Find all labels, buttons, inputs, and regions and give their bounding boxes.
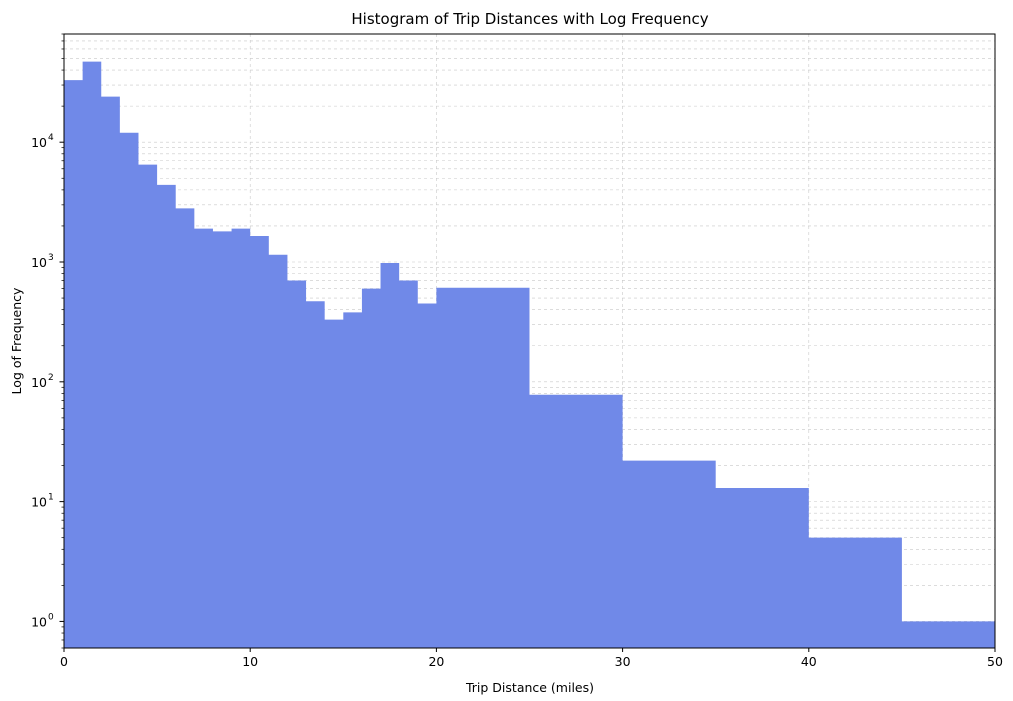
histogram-bar [381,263,400,648]
histogram-bar [176,208,195,648]
histogram-bar [157,185,176,648]
histogram-bar [530,395,623,648]
histogram-bar [250,236,269,648]
histogram-bar [623,461,716,648]
x-tick-label: 30 [615,654,631,669]
histogram-bar [287,281,306,648]
y-tick-exponent: 3 [48,253,54,263]
histogram-bar [101,97,120,648]
histogram-bar [902,621,995,648]
histogram-bar [120,133,139,648]
y-tick-label: 10 [31,614,47,629]
histogram-bar [362,289,381,648]
y-tick-label: 10 [31,135,47,150]
histogram-bar [809,538,902,648]
histogram-bar [325,320,344,648]
y-tick-exponent: 0 [48,612,54,622]
histogram-bar [269,255,288,648]
plot-frame [63,33,996,649]
histogram-fill [64,61,995,648]
histogram-bar [64,80,83,648]
x-tick-label: 10 [242,654,258,669]
x-axis-label: Trip Distance (miles) [465,680,594,695]
y-tick-exponent: 2 [48,373,54,383]
histogram-bar [343,312,362,648]
y-tick-exponent: 1 [48,493,54,503]
y-tick-label: 10 [31,255,47,270]
histogram-bar [436,288,529,648]
histogram-bar [716,488,809,648]
histogram-bar [194,229,213,648]
histogram-bar [306,301,325,648]
histogram-bar [399,281,418,648]
y-axis-label: Log of Frequency [9,287,24,394]
histogram-bar [138,165,157,648]
histogram-bar [232,229,251,648]
x-tick-label: 50 [987,654,1003,669]
chart-title: Histogram of Trip Distances with Log Fre… [351,10,708,28]
bars-group [64,61,995,648]
y-tick-label: 10 [31,375,47,390]
histogram-bar [418,304,437,648]
histogram-bar [83,62,102,648]
x-tick-label: 20 [428,654,444,669]
histogram-bar [213,231,232,648]
x-tick-label: 0 [60,654,68,669]
x-tick-label: 40 [801,654,817,669]
y-tick-exponent: 4 [48,133,54,143]
y-tick-label: 10 [31,495,47,510]
x-axis: 0 10 20 30 40 50 [60,648,1003,669]
